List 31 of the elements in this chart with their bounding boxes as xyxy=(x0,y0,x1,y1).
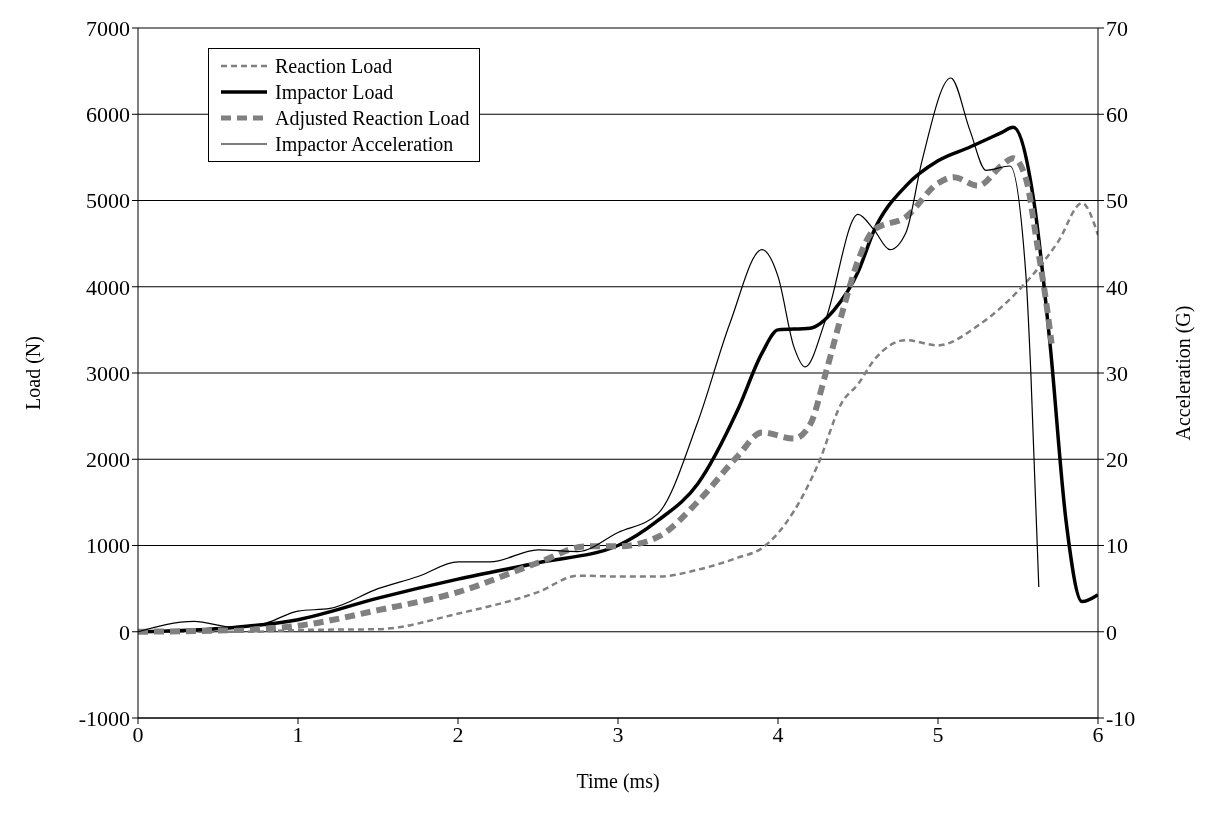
y-tick-label: 0 xyxy=(119,619,130,645)
y-axis-title: Load (N) xyxy=(22,336,46,410)
y2-tick-label: 20 xyxy=(1106,447,1128,473)
y-tick-label: -1000 xyxy=(78,705,130,731)
y2-tick-label: -10 xyxy=(1106,705,1136,731)
y2-tick-label: 40 xyxy=(1106,274,1128,300)
legend-label: Adjusted Reaction Load xyxy=(275,106,470,130)
y2-tick-label: 60 xyxy=(1106,102,1128,128)
x-axis-title: Time (ms) xyxy=(576,770,660,793)
x-tick-label: 5 xyxy=(932,721,944,747)
y-tick-label: 2000 xyxy=(86,447,130,473)
y-tick-label: 6000 xyxy=(86,102,130,128)
y-tick-label: 7000 xyxy=(86,15,130,41)
y-tick-label: 3000 xyxy=(86,360,130,386)
y2-tick-label: 0 xyxy=(1106,619,1117,645)
x-tick-label: 3 xyxy=(612,721,624,747)
y2-tick-label: 30 xyxy=(1106,360,1128,386)
y2-axis-title: Acceleration (G) xyxy=(1172,305,1196,441)
y2-tick-label: 50 xyxy=(1106,188,1128,214)
y-tick-label: 5000 xyxy=(86,188,130,214)
y2-tick-label: 70 xyxy=(1106,15,1128,41)
legend-label: Impactor Load xyxy=(275,80,394,104)
x-tick-label: 1 xyxy=(292,721,304,747)
y-tick-label: 4000 xyxy=(86,274,130,300)
legend-label: Reaction Load xyxy=(275,54,393,78)
x-tick-label: 2 xyxy=(452,721,464,747)
y2-tick-label: 10 xyxy=(1106,533,1128,559)
x-tick-label: 6 xyxy=(1092,721,1104,747)
legend-label: Impactor Acceleration xyxy=(275,132,454,156)
x-tick-label: 4 xyxy=(772,721,784,747)
y-tick-label: 1000 xyxy=(86,533,130,559)
